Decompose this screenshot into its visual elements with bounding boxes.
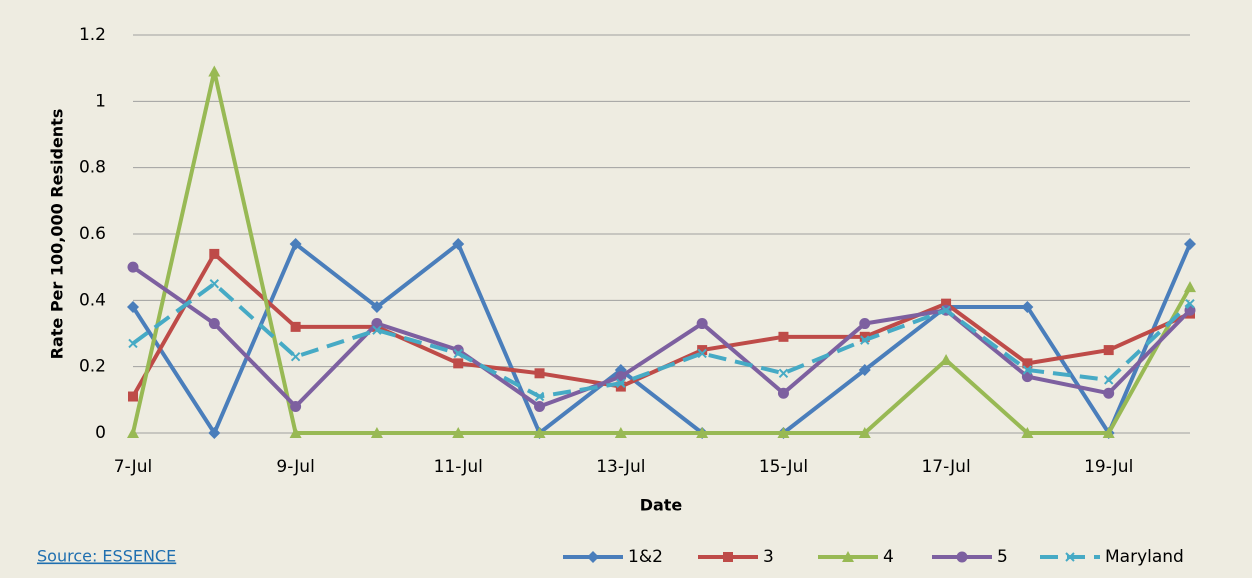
marker [1184, 237, 1196, 250]
marker [289, 427, 302, 438]
marker [696, 427, 709, 438]
marker [453, 358, 464, 369]
marker [209, 248, 220, 259]
marker [1103, 387, 1115, 399]
marker [1184, 281, 1196, 293]
marker [858, 427, 871, 438]
marker [1021, 300, 1034, 313]
marker [290, 321, 301, 332]
legend-label: 1&2 [628, 547, 663, 567]
marker [858, 363, 871, 376]
legend-label: 3 [763, 547, 774, 567]
marker [534, 400, 546, 412]
marker [452, 427, 465, 438]
marker [940, 354, 953, 366]
marker [534, 368, 545, 379]
marker [1022, 365, 1033, 375]
legend-label: 5 [997, 547, 1008, 567]
x-tick-label: 7-Jul [114, 457, 152, 477]
marker [615, 381, 626, 392]
marker [1103, 345, 1114, 356]
marker [208, 427, 221, 439]
x-tick-label: 17-Jul [921, 457, 970, 477]
x-tick-label: 13-Jul [596, 457, 645, 477]
marker [941, 305, 951, 315]
marker [452, 237, 465, 250]
marker [860, 335, 870, 345]
marker [208, 318, 220, 330]
marker [778, 368, 789, 379]
x-tick-label: 11-Jul [434, 457, 483, 477]
marker [128, 391, 138, 402]
marker [1185, 298, 1195, 309]
y-tick-label: 1 [95, 91, 106, 111]
marker [941, 298, 952, 309]
marker [616, 378, 626, 388]
y-tick-label: 1.2 [79, 25, 106, 45]
marker [290, 352, 301, 362]
marker [777, 427, 790, 438]
y-axis-label: Rate Per 100,000 Residents [48, 109, 67, 360]
series [128, 279, 1195, 402]
legend-marker [587, 551, 599, 563]
y-tick-label: 0.2 [79, 357, 106, 377]
marker [370, 427, 383, 438]
line [131, 240, 1192, 438]
line [131, 265, 1192, 410]
source-link[interactable]: Source: ESSENCE [37, 547, 176, 566]
marker [697, 345, 708, 356]
line [131, 281, 1192, 399]
marker [127, 261, 139, 273]
y-tick-label: 0.6 [79, 224, 106, 244]
x-tick-label: 15-Jul [759, 457, 808, 477]
x-axis-label: Date [640, 496, 683, 515]
marker [370, 300, 383, 313]
marker [534, 391, 545, 402]
marker [778, 331, 789, 342]
line [131, 71, 1192, 435]
marker [533, 427, 546, 438]
marker [614, 427, 627, 438]
marker [777, 387, 789, 399]
marker [128, 338, 138, 349]
y-tick-label: 0.4 [79, 290, 106, 310]
marker [453, 348, 463, 359]
legend-marker [956, 551, 968, 563]
marker [127, 427, 139, 438]
marker [1102, 427, 1115, 438]
x-tick-label: 19-Jul [1084, 457, 1133, 477]
marker [127, 300, 139, 313]
legend-label: 4 [883, 547, 894, 567]
marker [290, 400, 302, 412]
legend-label: Maryland [1105, 547, 1184, 567]
y-tick-label: 0.8 [79, 158, 106, 178]
marker [209, 279, 220, 289]
marker [1021, 427, 1034, 438]
x-tick-label: 9-Jul [276, 457, 314, 477]
marker [859, 318, 871, 330]
marker [1103, 375, 1114, 385]
marker [859, 331, 870, 342]
legend-marker [1065, 552, 1075, 562]
y-tick-label: 0 [95, 423, 106, 443]
series [127, 65, 1196, 438]
marker [289, 237, 302, 250]
marker [696, 318, 708, 330]
marker [697, 348, 707, 359]
marker [208, 65, 221, 77]
marker [1022, 358, 1033, 369]
legend-marker [723, 552, 733, 562]
legend-marker [842, 551, 854, 562]
marker [372, 325, 382, 335]
